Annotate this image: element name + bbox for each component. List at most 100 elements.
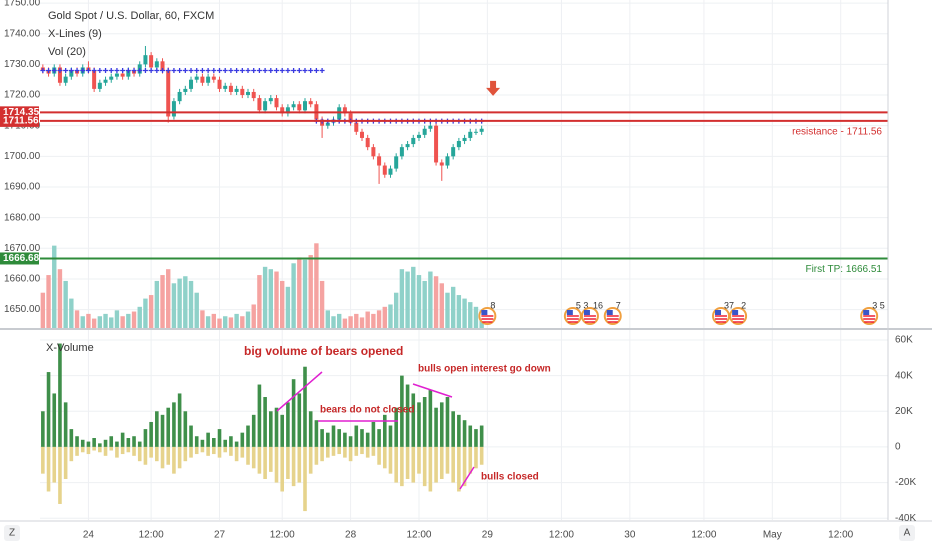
x-volume-bar — [137, 441, 142, 447]
x-volume-bar — [439, 446, 444, 480]
volume-bar — [393, 292, 399, 328]
x-tick-label: 12:00 — [406, 530, 431, 541]
volume-bar — [331, 316, 336, 328]
volume-bar — [194, 292, 199, 328]
candle-body — [377, 156, 382, 166]
x-volume-bar — [58, 446, 62, 504]
x-volume-bar — [223, 446, 228, 453]
volume-bar — [148, 295, 154, 328]
candle-body — [405, 144, 410, 148]
button[interactable] — [899, 525, 915, 541]
button-label[interactable]: Z — [9, 528, 15, 539]
volume-bar — [297, 257, 302, 328]
volume-bar — [473, 306, 479, 328]
x-volume-bar — [132, 436, 136, 447]
button[interactable] — [4, 525, 20, 541]
event-count: 2 — [741, 300, 746, 310]
event-count: 16 — [593, 300, 603, 310]
volume-bar — [91, 318, 97, 328]
volume-bar — [188, 280, 194, 328]
volume-bar — [177, 278, 182, 328]
event-count: 37 — [724, 300, 734, 310]
x-volume-bar — [206, 432, 210, 447]
candle-body — [143, 55, 148, 65]
volume-bar — [217, 318, 222, 328]
x-volume-bar — [172, 446, 176, 474]
volume-bar — [428, 271, 433, 328]
x-volume-bar — [115, 441, 119, 447]
x-tick-label: 12:00 — [828, 530, 853, 541]
x-tick-label: 24 — [83, 530, 95, 541]
candle-body — [69, 70, 74, 77]
candle-body — [211, 76, 216, 80]
x-volume-bar — [80, 439, 85, 447]
marks-layer — [40, 45, 888, 512]
volume-bar — [456, 295, 462, 328]
line-annotation: resistance - 1711.56 — [792, 127, 882, 138]
volume-bar — [405, 271, 410, 328]
volume-bar — [205, 316, 211, 328]
x-volume-bar — [451, 446, 455, 483]
x-volume-bar — [240, 446, 245, 458]
x-volume-bar — [468, 425, 473, 447]
x-volume-bar — [52, 393, 57, 447]
volume-bar — [365, 311, 370, 328]
x-volume-bar — [422, 446, 427, 487]
y2-tick-label: -40K — [895, 513, 916, 524]
x-volume-bar — [149, 446, 153, 458]
candle-body — [154, 61, 159, 68]
price-label: 1714.35 — [3, 107, 40, 118]
x-volume-bar — [212, 446, 216, 455]
candle-body — [411, 137, 416, 145]
volume-bar — [302, 259, 308, 328]
x-tick-label: 30 — [624, 530, 636, 541]
candle-body — [382, 165, 387, 175]
candle-body — [342, 107, 347, 114]
candle-body — [371, 147, 376, 157]
candle-body — [285, 107, 290, 114]
button-label[interactable]: A — [904, 528, 911, 539]
x-volume-bar — [269, 446, 273, 472]
x-volume-bar — [411, 446, 416, 483]
y2-tick-label: 0 — [895, 442, 901, 453]
x-volume-bar — [206, 446, 210, 456]
volume-bar — [166, 269, 171, 328]
x-volume-bar — [343, 432, 347, 447]
x-volume-bar — [348, 436, 353, 447]
candle-body — [109, 76, 114, 80]
candle-body — [114, 73, 119, 77]
x-volume-bar — [394, 407, 398, 447]
x-volume-bar — [251, 446, 256, 469]
candle-body — [325, 122, 330, 126]
x-volume-bar — [354, 425, 359, 447]
volume-bar — [154, 280, 160, 328]
x-volume-bar — [143, 446, 148, 465]
volume-bar — [468, 302, 473, 328]
candle-body — [479, 128, 484, 132]
candle-body — [365, 137, 370, 148]
x-volume-bar — [274, 446, 279, 483]
candle-body — [120, 73, 125, 77]
x-volume-bar — [360, 446, 364, 455]
x-tick-label: May — [763, 530, 782, 541]
volume-bar — [40, 292, 46, 328]
x-volume-bar — [382, 414, 387, 447]
candle-body — [439, 162, 444, 166]
volume-bar — [52, 245, 57, 328]
event-flag — [863, 315, 876, 323]
volume-bar — [97, 316, 103, 328]
x-volume-bar — [297, 393, 302, 447]
y-tick-label: 1730.00 — [4, 59, 41, 70]
x-volume-bar — [63, 402, 68, 447]
volume-bar — [120, 316, 125, 328]
volume-bar — [160, 275, 165, 328]
candle-body — [240, 88, 245, 96]
x-volume-bar — [86, 446, 91, 455]
volume-bar — [200, 310, 205, 328]
x-volume-bar — [109, 436, 114, 447]
x-volume-bar — [189, 446, 193, 458]
x-volume-bar — [155, 446, 159, 462]
volume-bar — [171, 283, 177, 328]
x-volume-bar — [325, 432, 330, 447]
x-tick-label: 12:00 — [139, 530, 164, 541]
